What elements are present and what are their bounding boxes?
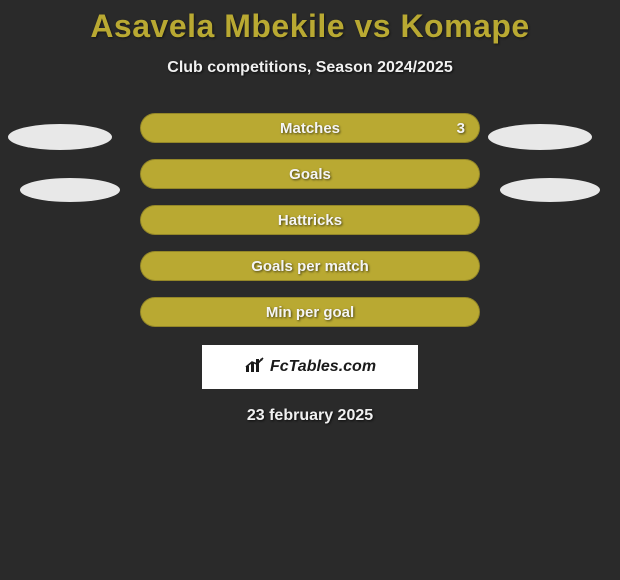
stat-bar: Goals	[140, 159, 480, 189]
stat-bar: Hattricks	[140, 205, 480, 235]
stat-bar: Min per goal	[140, 297, 480, 327]
stat-row: Goals	[0, 159, 620, 189]
stat-bar: Goals per match	[140, 251, 480, 281]
stat-row: Goals per match	[0, 251, 620, 281]
stat-row: Hattricks	[0, 205, 620, 235]
stat-label: Matches	[141, 120, 479, 137]
stat-bar: Matches3	[140, 113, 480, 143]
date-label: 23 february 2025	[0, 407, 620, 425]
source-badge: FcTables.com	[202, 345, 418, 389]
stat-label: Goals	[141, 166, 479, 183]
stat-value-right: 3	[457, 120, 465, 137]
stat-label: Goals per match	[141, 258, 479, 275]
stat-label: Min per goal	[141, 304, 479, 321]
badge-text: FcTables.com	[270, 358, 376, 376]
stat-label: Hattricks	[141, 212, 479, 229]
subtitle: Club competitions, Season 2024/2025	[0, 59, 620, 77]
stat-row: Min per goal	[0, 297, 620, 327]
stat-row: Matches3	[0, 113, 620, 143]
comparison-card: Asavela Mbekile vs Komape Club competiti…	[0, 0, 620, 580]
chart-icon	[244, 356, 266, 379]
page-title: Asavela Mbekile vs Komape	[0, 8, 620, 45]
